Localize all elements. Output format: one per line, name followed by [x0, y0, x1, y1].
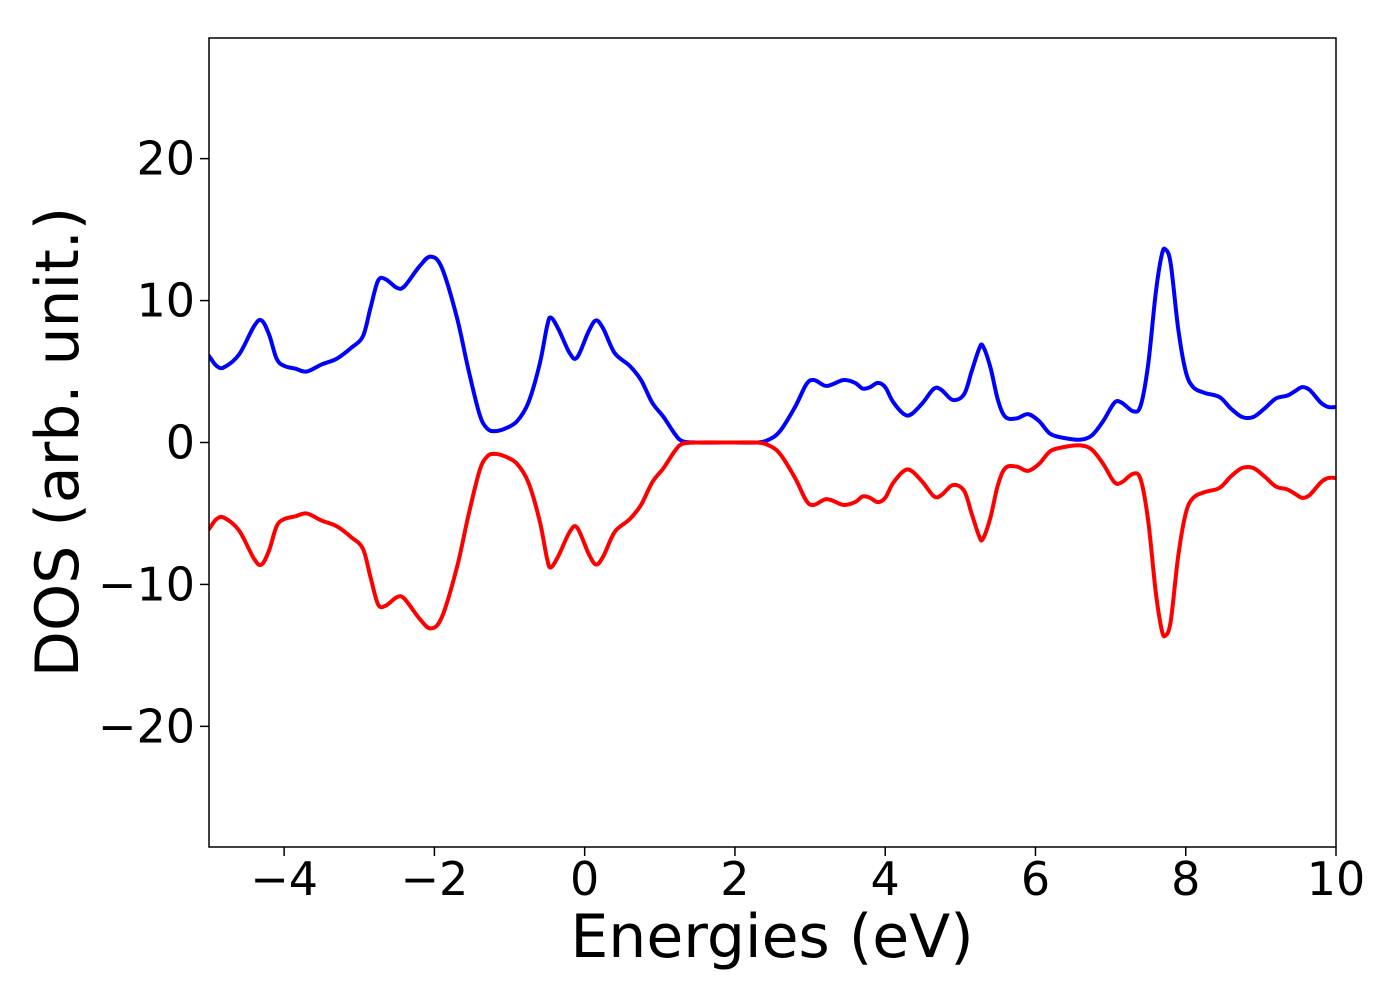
x-tick-label: 8: [1171, 852, 1200, 906]
series-group: [209, 246, 1336, 639]
x-tick-label: 2: [720, 852, 749, 906]
x-axis-title: Energies (eV): [570, 902, 973, 972]
y-tick-label: −10: [98, 557, 195, 611]
x-tick-label: 4: [871, 852, 900, 906]
x-tick-label: 6: [1021, 852, 1050, 906]
dos-line-blue: [209, 246, 1336, 445]
x-tick-label: 0: [570, 852, 599, 906]
dos-line-red: [209, 440, 1336, 639]
x-tick-label: −4: [250, 852, 318, 906]
y-tick-label: 20: [136, 132, 195, 186]
y-axis: 20 10 0 −10 −20: [98, 132, 209, 753]
y-tick-label: −20: [98, 699, 195, 753]
x-tick-label: 10: [1307, 852, 1366, 906]
y-axis-title: DOS (arb. unit.): [23, 207, 93, 677]
x-axis: −4 −2 0 2 4 6 8 10: [250, 847, 1365, 906]
y-tick-label: 10: [136, 274, 195, 328]
plot-area: [209, 38, 1336, 847]
y-tick-label: 0: [166, 416, 195, 470]
x-tick-label: −2: [400, 852, 468, 906]
